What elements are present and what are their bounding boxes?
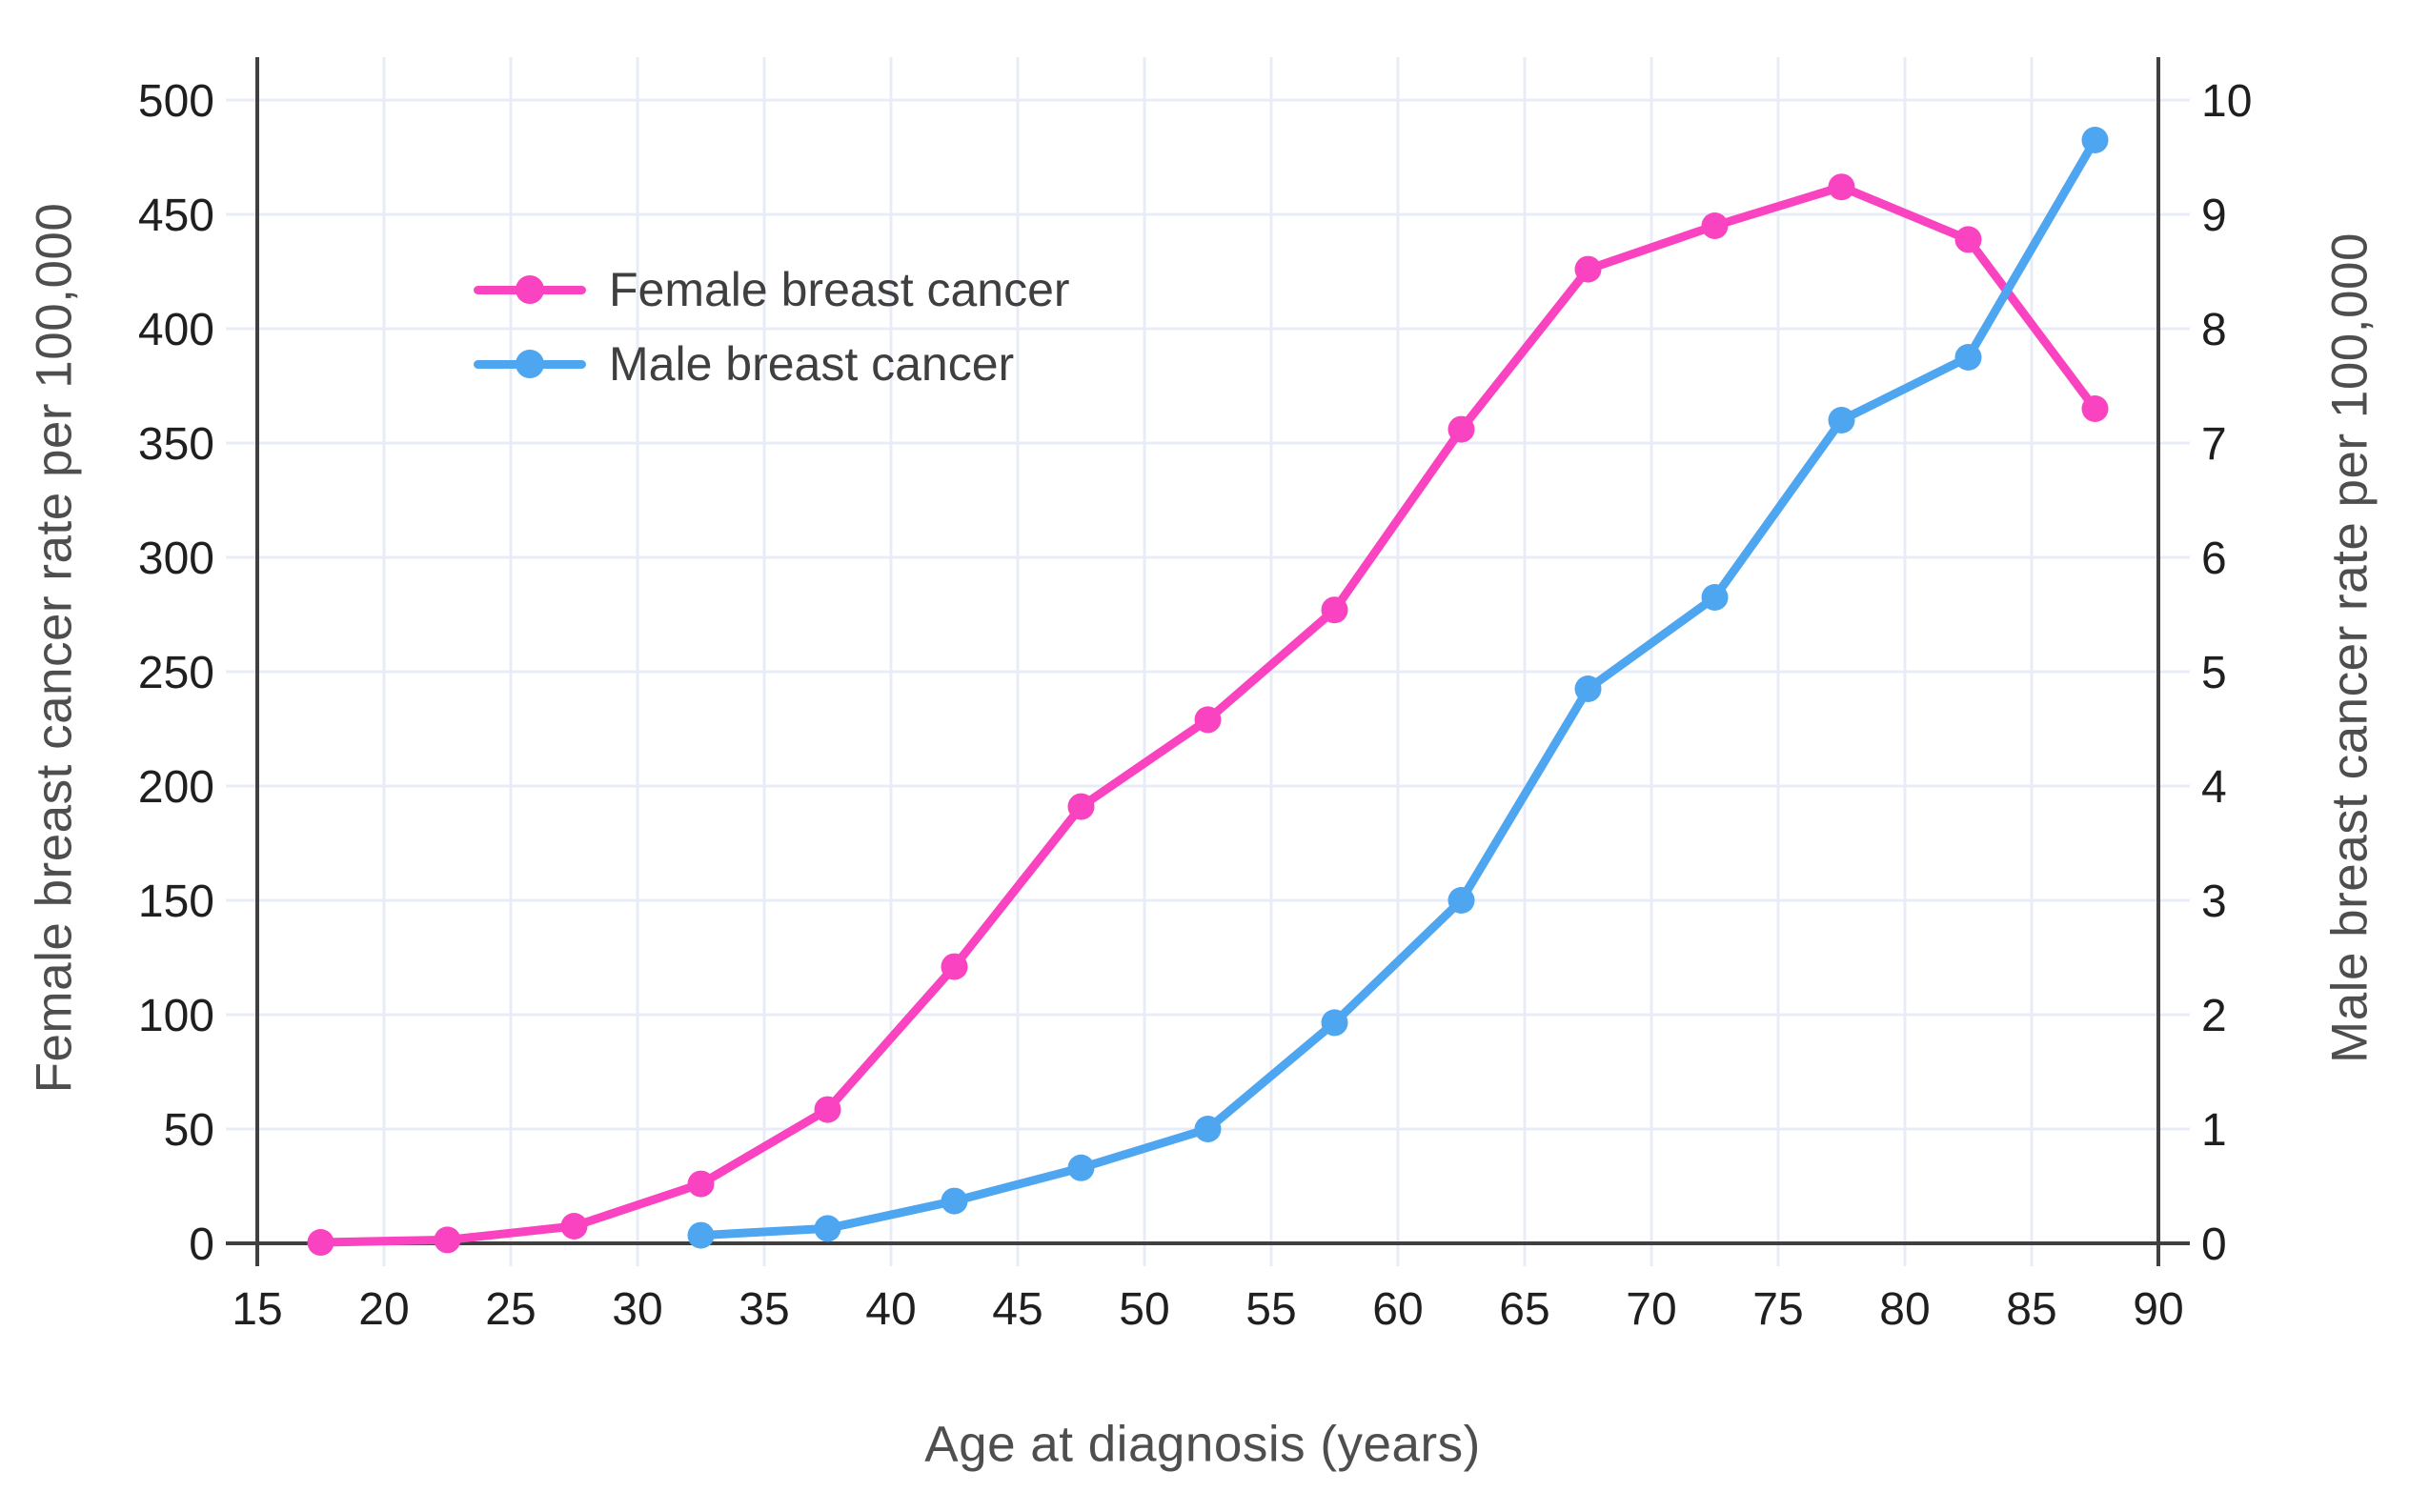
male-series-point	[1828, 407, 1855, 433]
x-tick-label: 80	[1879, 1284, 1930, 1335]
female-series-point	[560, 1213, 588, 1240]
y-tick-label-right: 0	[2201, 1220, 2227, 1270]
legend: Female breast cancer Male breast cancer	[474, 259, 1070, 394]
y-tick-label-left: 200	[138, 762, 214, 813]
y-axis-title-right: Male breast cancer rate per 100,000	[2321, 232, 2379, 1063]
male-series-swatch-icon	[474, 350, 586, 378]
y-tick-label-left: 300	[138, 534, 214, 584]
female-series-point	[941, 953, 968, 980]
x-tick-label: 85	[2006, 1284, 2056, 1335]
x-tick-label: 65	[1499, 1284, 1549, 1335]
female-series-point	[1954, 226, 1982, 253]
x-tick-label: 90	[2133, 1284, 2183, 1335]
female-series-swatch-icon	[474, 275, 586, 304]
male-series-point	[687, 1221, 715, 1249]
female-series-point	[1321, 596, 1348, 624]
female-series-point	[2081, 395, 2109, 422]
male-series-point	[941, 1187, 968, 1215]
x-tick-label: 30	[612, 1284, 662, 1335]
female-series-point	[434, 1226, 461, 1254]
female-series-point	[1574, 255, 1602, 283]
y-tick-label-left: 150	[138, 877, 214, 927]
y-tick-label-right: 3	[2201, 877, 2227, 927]
female-series-point	[1701, 212, 1729, 239]
y-tick-label-right: 10	[2201, 76, 2252, 127]
y-tick-label-right: 9	[2201, 191, 2227, 241]
female-series-point	[814, 1096, 841, 1123]
x-tick-label: 20	[358, 1284, 409, 1335]
y-tick-label-right: 6	[2201, 534, 2227, 584]
x-tick-label: 15	[232, 1284, 282, 1335]
x-tick-label: 35	[739, 1284, 789, 1335]
y-tick-label-left: 400	[138, 305, 214, 355]
x-tick-label: 70	[1626, 1284, 1676, 1335]
y-tick-label-left: 100	[138, 991, 214, 1041]
male-series-line	[697, 135, 2099, 1240]
female-series-point	[1194, 706, 1222, 734]
y-tick-label-right: 8	[2201, 305, 2227, 355]
y-tick-label-left: 450	[138, 191, 214, 241]
female-series-point	[687, 1170, 715, 1198]
male-series-point	[2081, 127, 2109, 153]
y-tick-label-left: 350	[138, 419, 214, 470]
y-tick-label-right: 1	[2201, 1105, 2227, 1156]
x-tick-label: 40	[865, 1284, 916, 1335]
female-series-point	[307, 1229, 334, 1257]
male-series-point	[1321, 1009, 1348, 1037]
y-tick-label-left: 500	[138, 76, 214, 127]
male-series-point	[1067, 1154, 1095, 1181]
male-series-marker-icon	[516, 350, 544, 378]
x-tick-label: 55	[1245, 1284, 1296, 1335]
y-tick-label-left: 0	[189, 1220, 214, 1270]
male-series-point	[1701, 584, 1729, 611]
male-series-point	[1954, 344, 1982, 371]
x-tick-label: 50	[1119, 1284, 1169, 1335]
x-axis-title: Age at diagnosis (years)	[924, 1416, 1481, 1473]
x-tick-label: 60	[1372, 1284, 1423, 1335]
legend-item-female[interactable]: Female breast cancer	[474, 259, 1070, 320]
female-series-point	[1067, 793, 1095, 820]
male-series-point	[1574, 675, 1602, 702]
y-tick-label-left: 50	[164, 1105, 214, 1156]
y-tick-label-right: 2	[2201, 991, 2227, 1041]
x-tick-label: 75	[1752, 1284, 1803, 1335]
male-series-point	[1194, 1116, 1222, 1142]
y-tick-label-right: 5	[2201, 648, 2227, 698]
y-tick-label-left: 250	[138, 648, 214, 698]
male-series-point	[1447, 887, 1475, 914]
y-axis-title-left: Female breast cancer rate per 100,000	[26, 202, 83, 1094]
female-series-point	[1828, 173, 1855, 201]
legend-item-male[interactable]: Male breast cancer	[474, 333, 1070, 394]
female-series-point	[1447, 415, 1475, 443]
x-tick-label: 45	[992, 1284, 1043, 1335]
male-series-point	[814, 1215, 841, 1242]
female-series-marker-icon	[516, 275, 544, 304]
y-tick-label-right: 7	[2201, 419, 2227, 470]
legend-label-male: Male breast cancer	[609, 337, 1015, 391]
legend-label-female: Female breast cancer	[609, 263, 1070, 316]
y-tick-label-right: 4	[2201, 762, 2227, 813]
x-tick-label: 25	[485, 1284, 536, 1335]
